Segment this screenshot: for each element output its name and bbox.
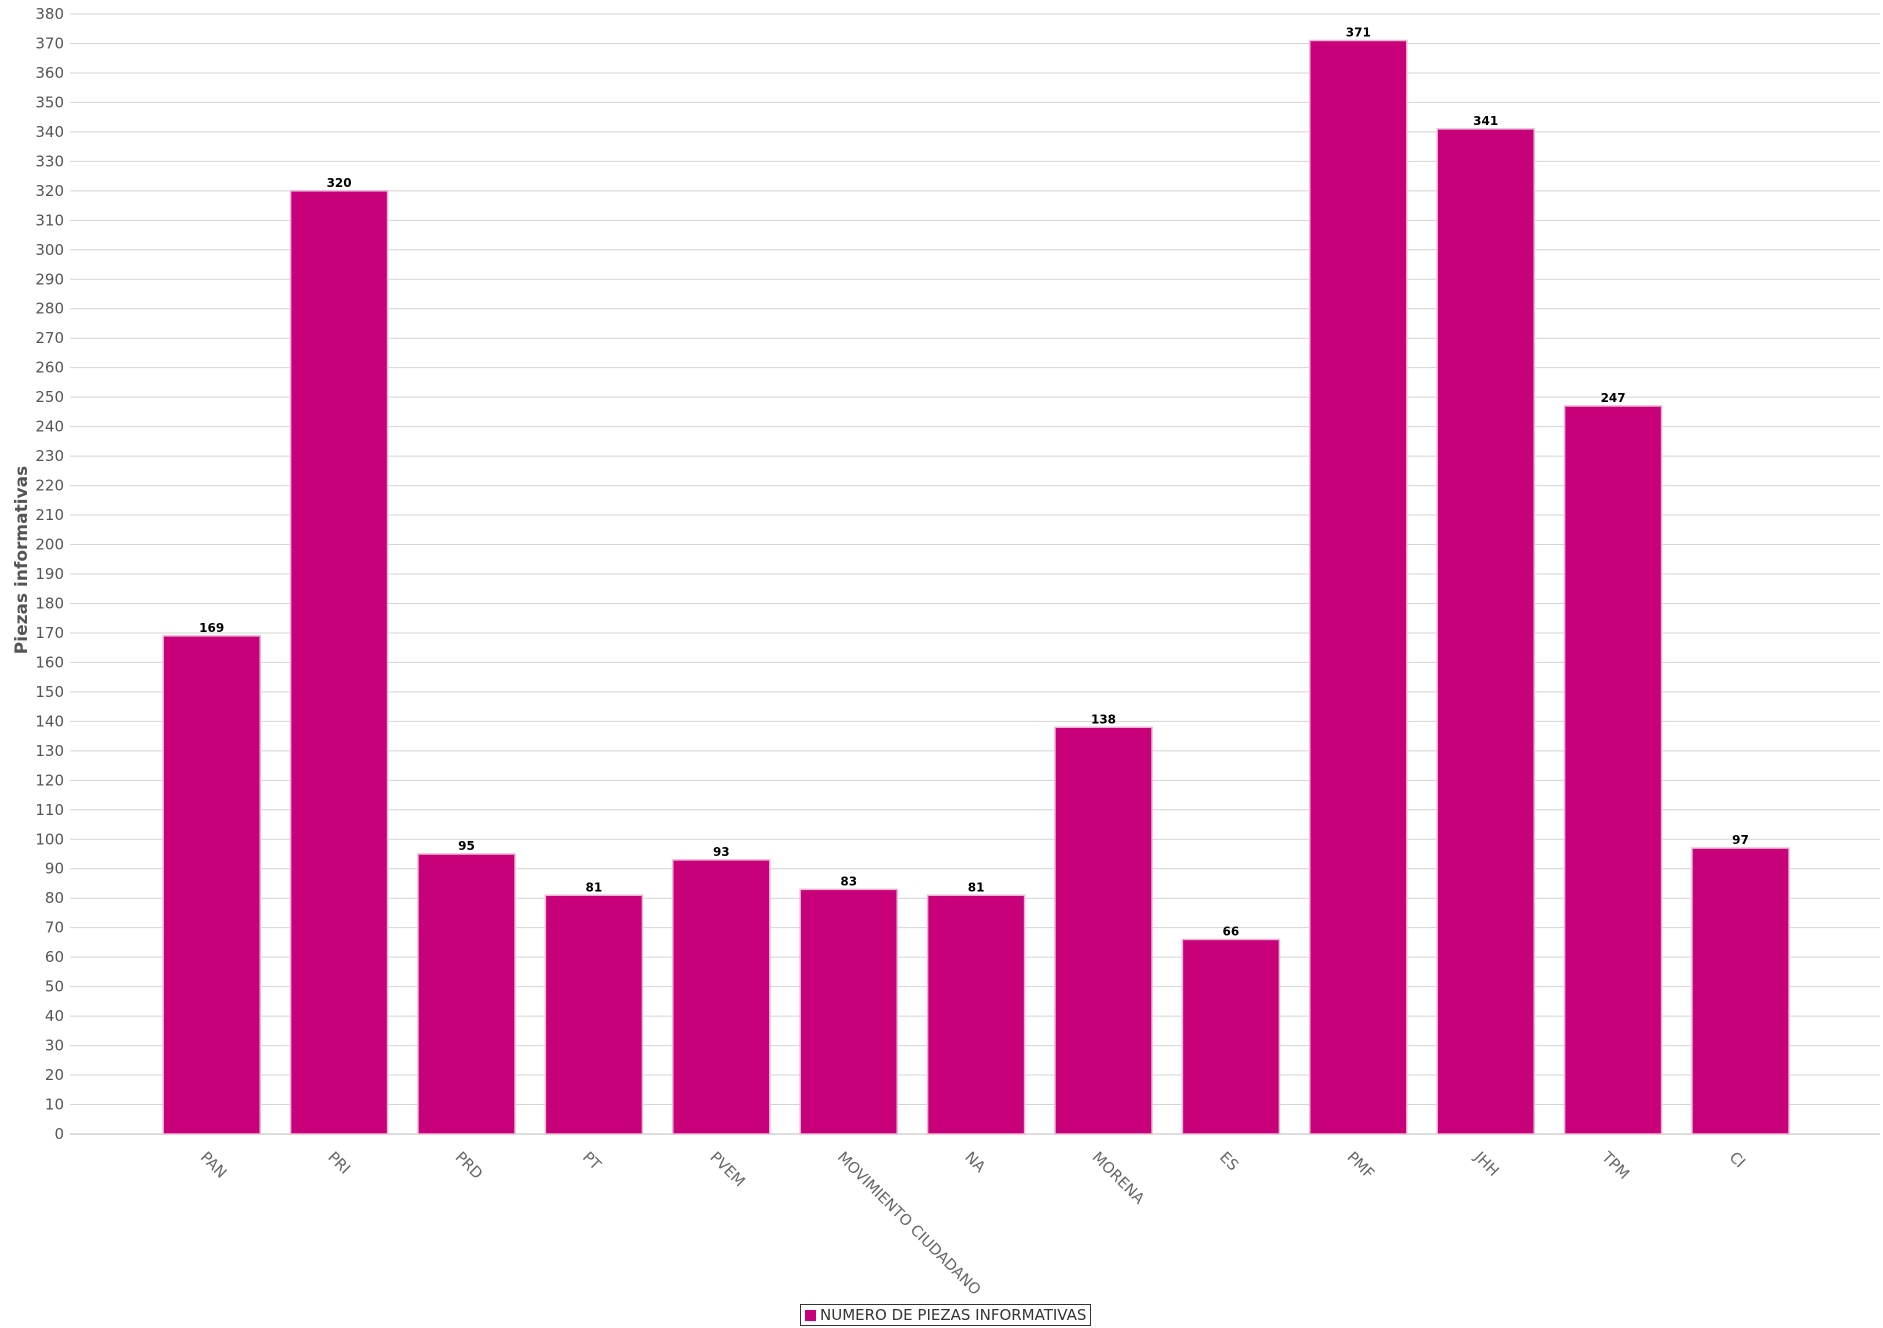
- data-labels: 169 320 95 81 93 83 81 138 66 371 341 247 97: [199, 26, 1749, 939]
- y-tick-label: 360: [35, 64, 64, 82]
- x-tick-label: CI: [1726, 1148, 1749, 1171]
- bar: [1436, 128, 1535, 1135]
- y-tick-label: 50: [45, 978, 64, 996]
- y-tick-label: 140: [35, 712, 64, 730]
- y-tick-label: 320: [35, 182, 64, 200]
- y-tick-label: 170: [35, 624, 64, 642]
- y-tick-label: 150: [35, 683, 64, 701]
- x-tick-label: PVEM: [706, 1148, 748, 1190]
- data-label: 81: [968, 880, 985, 894]
- y-tick-label: 130: [35, 742, 64, 760]
- y-tick-label: 40: [45, 1007, 64, 1025]
- x-tick-label: PRD: [452, 1148, 487, 1183]
- x-tick-label: TPM: [1598, 1147, 1633, 1182]
- data-label: 341: [1473, 114, 1498, 128]
- x-tick-label: PRI: [324, 1148, 354, 1178]
- y-tick-label: 120: [35, 771, 64, 789]
- bar: [672, 859, 771, 1135]
- bar: [289, 190, 389, 1135]
- y-tick-label: 160: [35, 653, 64, 671]
- bar: [1691, 847, 1790, 1135]
- x-tick-label: PAN: [197, 1148, 231, 1182]
- data-label: 138: [1091, 712, 1116, 726]
- y-tick-label: 100: [35, 830, 64, 848]
- legend-swatch: [805, 1309, 816, 1321]
- y-tick-label: 250: [35, 388, 64, 406]
- x-tick-label: MOVIMIENTO CIUDADANO: [834, 1148, 985, 1299]
- y-tick-label: 60: [45, 948, 64, 966]
- bar: [1563, 405, 1663, 1135]
- bar: [1054, 726, 1153, 1135]
- data-label: 247: [1601, 391, 1626, 405]
- bar: [799, 888, 898, 1135]
- data-label: 371: [1346, 26, 1371, 40]
- y-tick-label: 110: [35, 801, 64, 819]
- y-tick-label: 350: [35, 93, 64, 111]
- y-tick-label: 240: [35, 418, 64, 436]
- bar: [926, 894, 1026, 1135]
- y-tick-label: 180: [35, 594, 64, 612]
- y-tick-label: 310: [35, 211, 64, 229]
- y-tick-label: 70: [45, 919, 64, 937]
- y-tick-label: 300: [35, 241, 64, 259]
- bar-chart: 0 10 20 30 40 50 60 70 80 90 100 110 120 130 140 150 160…: [12, 5, 1880, 1299]
- x-tick-label: MORENA: [1089, 1148, 1149, 1208]
- y-tick-label: 280: [35, 300, 64, 318]
- y-tick-label: 80: [45, 889, 64, 907]
- y-tick-label: 370: [35, 34, 64, 52]
- y-tick-label: 340: [35, 123, 64, 141]
- data-label: 320: [327, 176, 352, 190]
- data-label: 93: [713, 845, 730, 859]
- y-axis-ticks: 0 10 20 30 40 50 60 70 80 90 100 110 120 130 140 150 160…: [35, 5, 64, 1143]
- x-tick-label: NA: [961, 1148, 989, 1176]
- y-tick-label: 190: [35, 565, 64, 583]
- y-tick-label: 90: [45, 860, 64, 878]
- y-tick-label: 290: [35, 270, 64, 288]
- y-tick-label: 270: [35, 329, 64, 347]
- x-tick-label: JHH: [1470, 1147, 1503, 1180]
- y-tick-label: 0: [54, 1125, 64, 1143]
- y-tick-label: 260: [35, 359, 64, 377]
- bar: [1309, 39, 1408, 1135]
- x-tick-label: PT: [579, 1148, 605, 1174]
- y-tick-label: 200: [35, 536, 64, 554]
- data-label: 83: [840, 874, 857, 888]
- x-tick-label: PMF: [1343, 1148, 1377, 1182]
- legend: NUMERO DE PIEZAS INFORMATIVAS: [800, 1304, 1092, 1326]
- bar: [544, 894, 644, 1135]
- data-label: 81: [586, 880, 603, 894]
- y-axis-title: Piezas informativas: [12, 466, 32, 654]
- data-label: 66: [1223, 924, 1240, 938]
- bars: [162, 39, 1790, 1135]
- x-tick-label: ES: [1216, 1148, 1242, 1174]
- y-tick-label: 230: [35, 447, 64, 465]
- bar: [417, 853, 516, 1135]
- data-label: 95: [458, 839, 475, 853]
- data-label: 169: [199, 621, 224, 635]
- data-label: 97: [1732, 833, 1749, 847]
- bar: [162, 635, 261, 1135]
- y-tick-label: 210: [35, 506, 64, 524]
- y-tick-label: 220: [35, 477, 64, 495]
- bar: [1181, 938, 1281, 1135]
- y-tick-label: 380: [35, 5, 64, 23]
- y-tick-label: 20: [45, 1066, 64, 1084]
- legend-label: NUMERO DE PIEZAS INFORMATIVAS: [820, 1306, 1087, 1324]
- y-tick-label: 330: [35, 152, 64, 170]
- y-tick-label: 30: [45, 1037, 64, 1055]
- y-tick-label: 10: [45, 1096, 64, 1114]
